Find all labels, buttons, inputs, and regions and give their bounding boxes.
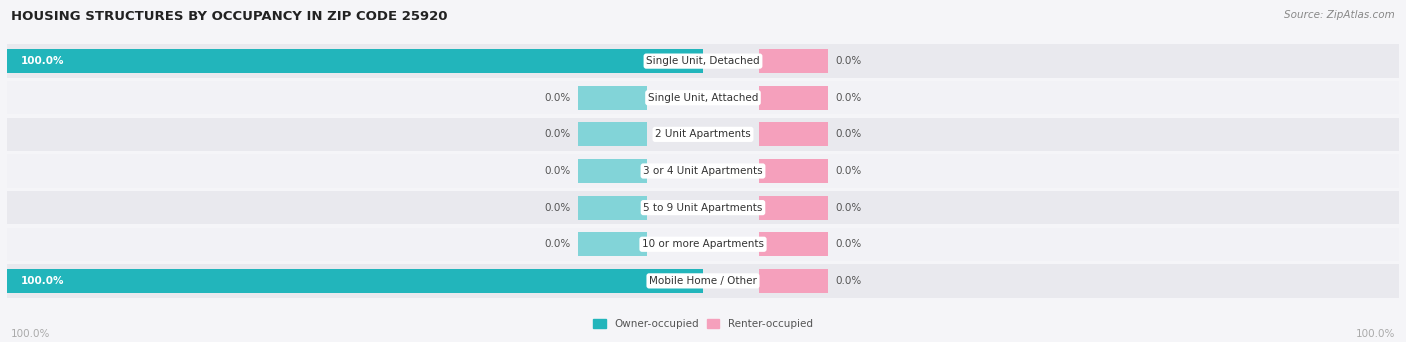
- Text: 10 or more Apartments: 10 or more Apartments: [643, 239, 763, 249]
- Text: HOUSING STRUCTURES BY OCCUPANCY IN ZIP CODE 25920: HOUSING STRUCTURES BY OCCUPANCY IN ZIP C…: [11, 10, 447, 23]
- Text: 0.0%: 0.0%: [835, 276, 862, 286]
- Text: Single Unit, Attached: Single Unit, Attached: [648, 93, 758, 103]
- Bar: [578, 86, 647, 110]
- Bar: [759, 122, 828, 146]
- Bar: [578, 232, 647, 256]
- Bar: [759, 232, 828, 256]
- Bar: [578, 159, 647, 183]
- Bar: [7, 49, 703, 73]
- Bar: [759, 159, 828, 183]
- Text: 0.0%: 0.0%: [835, 129, 862, 140]
- Text: 0.0%: 0.0%: [835, 166, 862, 176]
- Text: 0.0%: 0.0%: [835, 202, 862, 213]
- Bar: [759, 86, 828, 110]
- Legend: Owner-occupied, Renter-occupied: Owner-occupied, Renter-occupied: [589, 315, 817, 333]
- Text: 2 Unit Apartments: 2 Unit Apartments: [655, 129, 751, 140]
- Bar: [578, 196, 647, 220]
- Bar: [759, 49, 828, 73]
- Text: 0.0%: 0.0%: [835, 56, 862, 66]
- Text: 0.0%: 0.0%: [835, 239, 862, 249]
- Text: Single Unit, Detached: Single Unit, Detached: [647, 56, 759, 66]
- Text: 0.0%: 0.0%: [544, 166, 571, 176]
- Bar: [7, 269, 703, 293]
- Text: 100.0%: 100.0%: [1355, 329, 1395, 339]
- Text: 0.0%: 0.0%: [544, 239, 571, 249]
- Text: 100.0%: 100.0%: [11, 329, 51, 339]
- Text: 0.0%: 0.0%: [544, 202, 571, 213]
- Text: 3 or 4 Unit Apartments: 3 or 4 Unit Apartments: [643, 166, 763, 176]
- Text: 0.0%: 0.0%: [544, 93, 571, 103]
- Bar: [578, 122, 647, 146]
- Text: 0.0%: 0.0%: [835, 93, 862, 103]
- Bar: [759, 269, 828, 293]
- Text: Source: ZipAtlas.com: Source: ZipAtlas.com: [1284, 10, 1395, 20]
- Text: 5 to 9 Unit Apartments: 5 to 9 Unit Apartments: [644, 202, 762, 213]
- Text: Mobile Home / Other: Mobile Home / Other: [650, 276, 756, 286]
- Bar: [759, 196, 828, 220]
- Text: 0.0%: 0.0%: [544, 129, 571, 140]
- Text: 100.0%: 100.0%: [21, 276, 65, 286]
- Text: 100.0%: 100.0%: [21, 56, 65, 66]
